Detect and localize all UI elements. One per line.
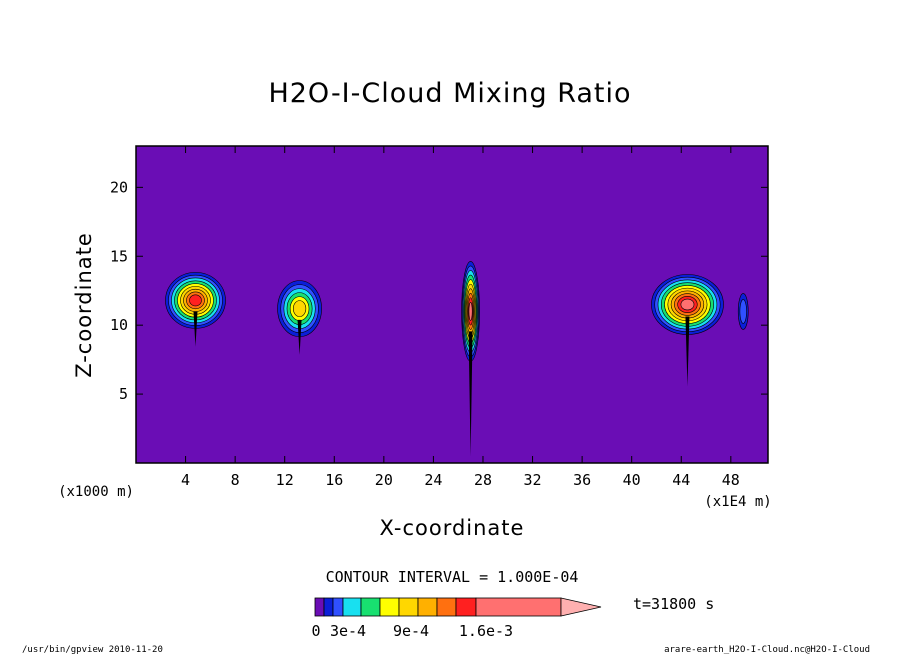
cloud-a-level: [189, 294, 202, 307]
cloud-e-level: [739, 299, 747, 324]
colorbar-label: 1.6e-3: [459, 622, 513, 640]
colorbar-segment: [323, 597, 334, 617]
x-axis-label: X-coordinate: [380, 516, 525, 540]
colorbar-segment: [455, 597, 477, 617]
x-tick-label: 24: [424, 471, 442, 489]
colorbar-label: 9e-4: [393, 622, 429, 640]
cloud-a-streak: [193, 311, 198, 347]
x-unit-label: (x1000 m): [58, 484, 134, 500]
cloud-d-streak: [685, 316, 690, 387]
x-tick-label: 44: [672, 471, 690, 489]
footer-right: arare-earth_H2O-I-Cloud.nc@H2O-I-Cloud: [664, 645, 870, 654]
x-tick-label: 8: [231, 471, 240, 489]
x-axis-ticks: 4 8 12 16 20 24 28 32 36 40 44 48: [181, 146, 740, 489]
colorbar-segment: [342, 597, 362, 617]
x-tick-label: 20: [375, 471, 393, 489]
colorbar-segment: [398, 597, 419, 617]
colorbar-segment: [379, 597, 400, 617]
cloud-c-level: [468, 302, 473, 321]
x-tick-label: 12: [276, 471, 294, 489]
colorbar-segment: [417, 597, 438, 617]
x-tick-label: 4: [181, 471, 190, 489]
colorbar-label: 0: [311, 622, 320, 640]
cloud-b: [277, 280, 322, 355]
cloud-b-streak: [297, 319, 302, 355]
footer-left: /usr/bin/gpview 2010-11-20: [22, 645, 163, 654]
y-tick-label: 10: [110, 316, 128, 334]
y-tick-label: 5: [119, 385, 128, 403]
colorbar-segment: [436, 597, 457, 617]
colorbar-segment: [475, 597, 562, 617]
x-tick-label: 40: [623, 471, 641, 489]
cloud-b-level: [292, 300, 307, 317]
x-tick-label: 48: [722, 471, 740, 489]
x-tick-label: 32: [524, 471, 542, 489]
cloud-d-level: [680, 298, 695, 311]
cloud-a: [165, 272, 226, 347]
cloud-c-streak: [468, 331, 473, 457]
x-tick-label: 28: [474, 471, 492, 489]
y-tick-label: 15: [110, 247, 128, 265]
colorbar: [314, 597, 602, 617]
contour-interval-label: CONTOUR INTERVAL = 1.000E-04: [326, 568, 579, 586]
colorbar-segment: [360, 597, 381, 617]
colorbar-segment: [314, 597, 325, 617]
contour-features: [165, 261, 749, 457]
cloud-c: [461, 261, 480, 457]
plot-frame: [135, 145, 769, 464]
colorbar-label: 3e-4: [330, 622, 366, 640]
x-secondary-unit-label: (x1E4 m): [704, 494, 771, 510]
cloud-e: [737, 293, 749, 330]
y-tick-label: 20: [110, 178, 128, 196]
cloud-d: [651, 274, 724, 387]
colorbar-extension-arrow: [560, 597, 602, 617]
x-tick-label: 36: [573, 471, 591, 489]
x-tick-label: 16: [325, 471, 343, 489]
y-axis-ticks: 5 10 15 20: [110, 178, 768, 403]
time-label: t=31800 s: [633, 595, 714, 613]
colorbar-segment: [332, 597, 344, 617]
y-axis-label: Z-coordinate: [72, 232, 96, 378]
chart-title: H2O-I-Cloud Mixing Ratio: [268, 78, 631, 109]
colorbar-labels: 0 3e-4 9e-4 1.6e-3: [311, 622, 513, 640]
